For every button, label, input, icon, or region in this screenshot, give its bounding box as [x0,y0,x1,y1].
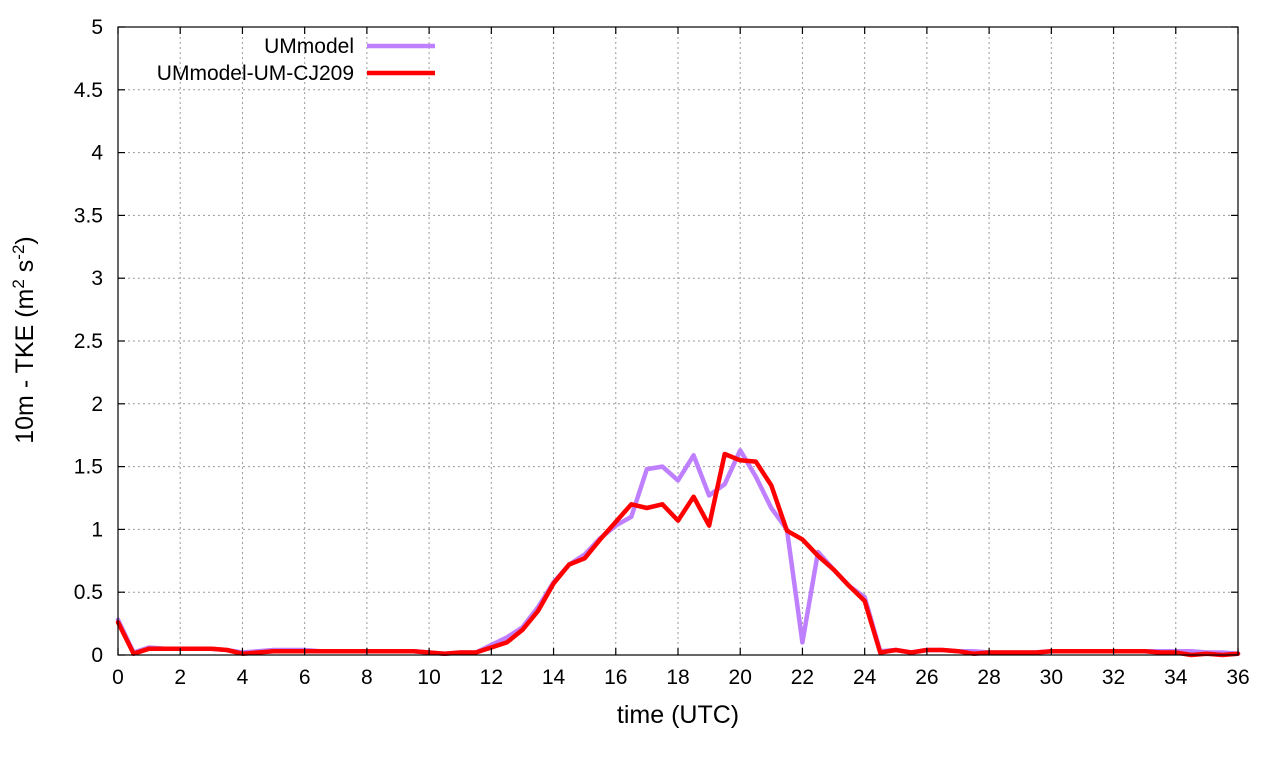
x-tick-label: 12 [480,666,503,689]
legend-label: UMmodel [264,35,354,58]
y-tick-label: 3 [91,267,103,290]
y-axis-title-part: ) [11,236,39,244]
x-tick-label: 28 [977,666,1000,689]
x-tick-label: 32 [1102,666,1125,689]
x-tick-label: 4 [237,666,249,689]
y-axis-title-superscript: -2 [9,245,28,260]
y-tick-label: 3.5 [74,204,103,227]
y-tick-label: 0 [91,644,103,667]
x-axis-title: time (UTC) [617,701,739,729]
x-tick-label: 26 [915,666,938,689]
y-axis-title: 10m - TKE (m2 s-2) [9,236,39,444]
y-tick-label: 4.5 [74,79,103,102]
x-tick-label: 2 [174,666,186,689]
x-tick-label: 24 [853,666,877,689]
y-tick-label: 2.5 [74,330,103,353]
x-tick-label: 36 [1226,666,1249,689]
x-tick-label: 34 [1164,666,1188,689]
series-line-2 [115,451,1241,658]
x-tick-label: 16 [604,666,627,689]
legend-label: UMmodel-UM-CJ209 [157,62,354,85]
y-axis-title-part: s [11,260,39,279]
y-axis-title-superscript: 2 [9,279,28,288]
x-tick-label: 10 [417,666,440,689]
y-tick-label: 1.5 [74,456,103,479]
x-tick-label: 22 [791,666,814,689]
y-tick-label: 0.5 [74,581,103,604]
legend: UMmodel UMmodel-UM-CJ209 [157,35,435,85]
x-tick-label: 20 [729,666,752,689]
y-tick-label: 2 [91,393,103,416]
y-axis-title-part: 10m - TKE (m [11,289,39,444]
x-tick-label: 0 [112,666,124,689]
y-tick-label: 1 [91,518,103,541]
x-tick-label: 30 [1040,666,1063,689]
y-tick-label: 5 [91,16,103,39]
grid [118,27,1238,655]
y-tick-label: 4 [91,142,103,165]
x-tick-label: 6 [299,666,311,689]
x-tick-label: 14 [542,666,566,689]
x-tick-label: 18 [666,666,689,689]
x-tick-label: 8 [361,666,373,689]
ticks: 0 2 4 6 8 10 12 14 16 18 20 22 24 26 28 30 32 34 3600.511.… [74,16,1250,689]
